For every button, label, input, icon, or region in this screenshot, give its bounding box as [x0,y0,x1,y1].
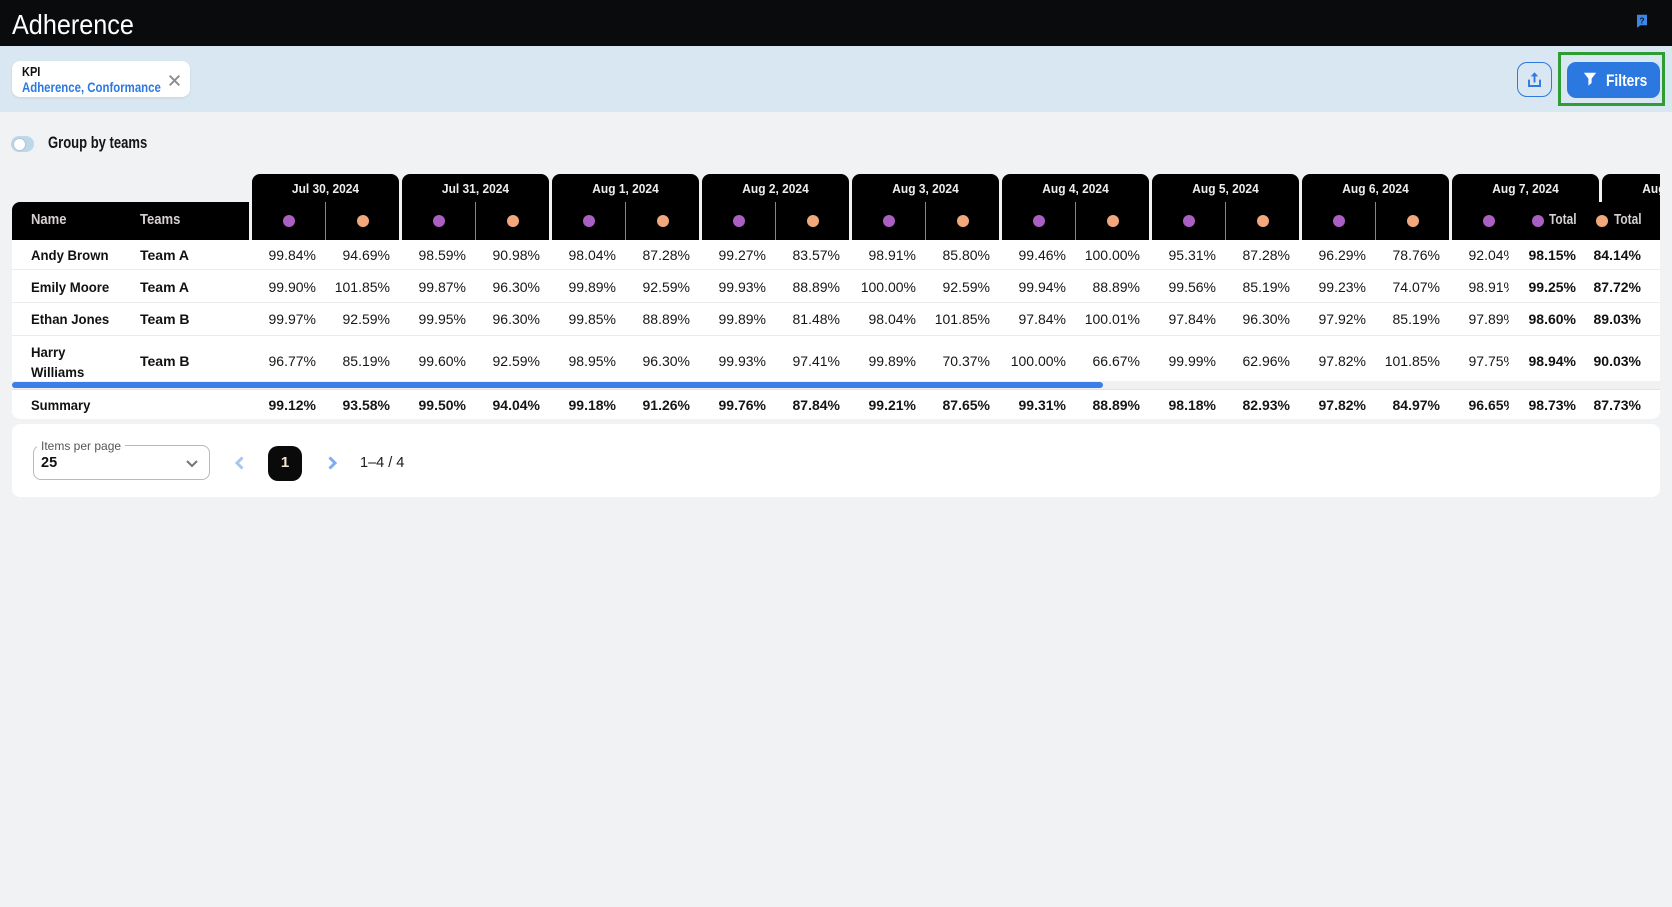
svg-text:?: ? [1639,15,1644,25]
